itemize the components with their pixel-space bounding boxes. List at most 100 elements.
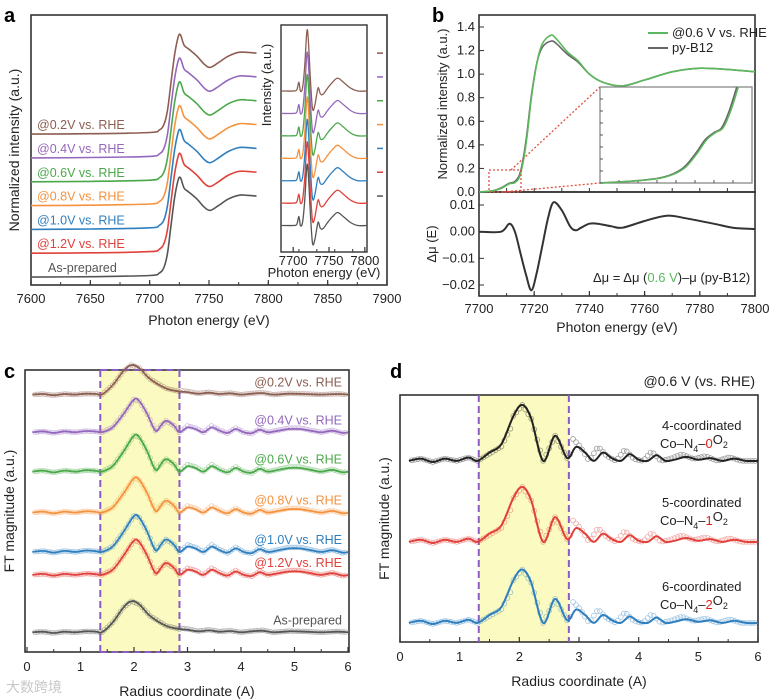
data-point <box>620 610 627 617</box>
data-point <box>115 418 121 424</box>
y-tick-label: 0.0 <box>457 184 475 199</box>
data-point <box>480 454 487 461</box>
panel-title: @0.6 V (vs. RHE) <box>644 373 755 389</box>
formula-suffix: )–μ (py-B12) <box>678 270 751 285</box>
data-point <box>117 533 124 539</box>
formula-part: O <box>713 509 723 524</box>
data-point <box>120 449 126 455</box>
data-point <box>591 531 597 538</box>
data-point <box>600 611 606 617</box>
data-point <box>468 536 475 543</box>
data-point <box>297 544 303 550</box>
data-point <box>115 375 121 381</box>
data-point <box>136 434 143 441</box>
data-point <box>480 616 487 623</box>
data-point <box>171 503 177 509</box>
data-point <box>227 548 233 554</box>
panel-b: 7700 7720 7740 7760 7780 7800 0.0 0.2 0.4 0.6 0.8 1… <box>424 14 769 335</box>
x-tick-label: 3 <box>184 659 191 674</box>
data-point <box>123 407 129 414</box>
inset-series-line <box>280 141 368 224</box>
data-point <box>168 563 175 570</box>
data-point <box>257 545 263 551</box>
formula-part: 2 <box>723 601 728 611</box>
formula-label: Co–N4–1O2 <box>660 509 728 531</box>
data-point <box>128 436 135 443</box>
data-point <box>128 517 135 523</box>
data-point <box>112 616 118 622</box>
data-point <box>109 463 116 469</box>
inset-series-line <box>280 96 368 179</box>
y-tick-label: −0.02 <box>442 277 475 292</box>
x-tick-label: 2 <box>130 659 137 674</box>
difference-formula: Δμ = Δμ (0.6 V)–μ (py-B12) <box>593 270 750 285</box>
data-point <box>125 404 132 410</box>
data-point <box>144 373 151 379</box>
data-point <box>588 617 594 623</box>
data-point <box>594 526 600 533</box>
panel-label-d: d <box>390 361 402 383</box>
data-point <box>112 379 118 385</box>
x-tick-label: 7650 <box>76 291 105 306</box>
fit-line <box>32 397 349 435</box>
series-line <box>478 34 756 193</box>
data-point <box>257 568 263 575</box>
y-tick-label: 0.4 <box>457 137 475 152</box>
data-point <box>136 365 143 371</box>
data-point <box>112 421 118 427</box>
data-point <box>168 421 175 427</box>
data-point <box>573 439 579 445</box>
inset-series-line <box>280 73 368 156</box>
data-point <box>251 429 258 435</box>
data-point <box>125 521 132 527</box>
series-label: @0.2V vs. RHE <box>254 376 342 390</box>
data-point <box>232 567 239 574</box>
x-tick-label: 0 <box>23 659 30 674</box>
fit-line <box>32 363 349 397</box>
data-point <box>647 530 654 537</box>
data-point <box>125 545 132 551</box>
inset-x-axis-label: Photon energy (eV) <box>268 265 381 280</box>
data-point <box>683 615 690 622</box>
data-point <box>510 577 517 584</box>
data-point <box>644 452 651 459</box>
data-point <box>251 468 258 475</box>
x-tick-label: 7700 <box>465 301 494 316</box>
data-point <box>227 571 233 577</box>
data-point <box>123 525 129 531</box>
data-point <box>160 459 167 465</box>
data-point <box>591 450 597 457</box>
data-point <box>232 505 239 511</box>
data-point <box>120 368 126 374</box>
highlight-region <box>100 370 180 652</box>
y-tick-label: 0.00 <box>450 224 475 239</box>
data-point <box>139 402 145 409</box>
fit-line <box>32 513 349 555</box>
data-point <box>112 501 118 507</box>
data-point <box>238 467 244 473</box>
data-point <box>579 609 585 615</box>
data-point <box>160 500 167 506</box>
coordination-label: 5-coordinated <box>662 495 742 510</box>
series-label: @0.8V vs. RHE <box>37 190 125 204</box>
inset-line-0.6V <box>601 86 740 184</box>
fit-line <box>32 476 349 515</box>
data-point <box>115 497 121 504</box>
x-tick-label: 1 <box>456 649 463 664</box>
coordination-label: 4-coordinated <box>662 418 742 433</box>
data-point <box>647 612 654 618</box>
formula-part: 4 <box>693 444 698 454</box>
data-point <box>232 544 239 550</box>
data-point <box>101 627 108 633</box>
data-point <box>120 605 126 611</box>
data-point <box>131 396 137 403</box>
data-point <box>477 618 484 624</box>
data-point <box>112 459 118 466</box>
series-label: @1.0V vs. RHE <box>37 213 125 227</box>
data-point <box>597 608 603 614</box>
series-label: As-prepared <box>273 613 342 627</box>
y-tick-label: 1.4 <box>457 19 475 34</box>
data-point <box>232 425 239 431</box>
data-point <box>573 520 579 527</box>
